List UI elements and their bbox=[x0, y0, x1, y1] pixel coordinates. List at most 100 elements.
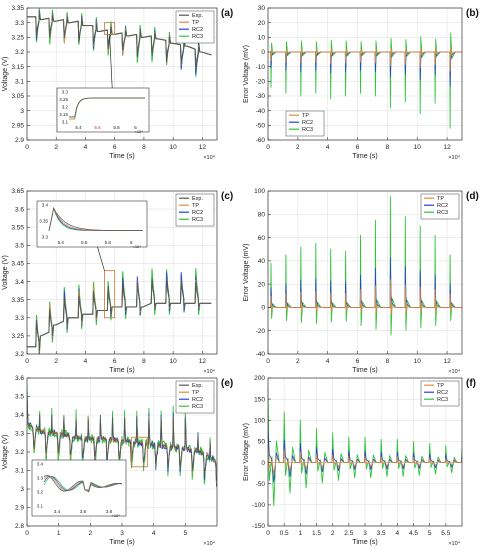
y-tick-label: 3.45 bbox=[11, 261, 24, 268]
y-tick-label: 3.4 bbox=[15, 279, 24, 286]
y-tick-label: 3.1 bbox=[15, 468, 24, 475]
series-line-tp bbox=[268, 444, 462, 474]
y-tick-label: 3.6 bbox=[15, 206, 24, 213]
x-tick-label: 5 bbox=[428, 530, 432, 537]
inset-y-tick-label: 3.25 bbox=[59, 97, 68, 102]
x-tick-label: 0 bbox=[266, 358, 270, 365]
chart-b: 0 2 4 6 8 10 12 -60 -50 -40 -30 -20 -10 0 10 20 30 Time (… bbox=[243, 5, 479, 161]
y-tick-label: -150 bbox=[252, 523, 265, 530]
x-tick-label: 0 bbox=[266, 530, 270, 537]
y-tick-label: 20 bbox=[258, 281, 266, 288]
legend-box bbox=[175, 10, 215, 44]
x-multiplier: ×10⁴ bbox=[448, 540, 460, 547]
y-tick-label: 3.15 bbox=[11, 64, 24, 71]
series-line-rc3 bbox=[268, 390, 462, 507]
y-tick-label: 0 bbox=[261, 305, 265, 312]
series-line-tp bbox=[27, 278, 212, 353]
inset-x-tick-label: 3.4 bbox=[54, 509, 61, 514]
y-tick-label: 2.95 bbox=[11, 123, 24, 130]
inset-x-multiplier: ×10⁴ bbox=[134, 129, 143, 134]
legend-label: Exp. bbox=[192, 383, 203, 389]
zoom-highlight-box bbox=[104, 270, 116, 319]
legend-label: TP bbox=[437, 196, 444, 202]
x-tick-label: 12 bbox=[443, 358, 451, 365]
inset-e: 3.4 3.6 3.8 3.1 3.2 3.3 3.4 ×10⁴ bbox=[31, 436, 148, 518]
x-tick-label: 4 bbox=[396, 530, 400, 537]
inset-y-tick-label: 3.3 bbox=[42, 235, 49, 240]
x-tick-label: 10 bbox=[414, 144, 422, 151]
x-tick-label: 3.5 bbox=[377, 530, 386, 537]
x-tick-label: 3 bbox=[120, 530, 124, 537]
x-tick-label: 10 bbox=[170, 358, 178, 365]
y-tick-label: -10 bbox=[256, 64, 266, 71]
x-tick-label: 0 bbox=[25, 530, 29, 537]
x-axis-label: Time (s) bbox=[352, 539, 377, 546]
inset-x-tick-label: 3.6 bbox=[80, 509, 87, 514]
x-tick-label: 6 bbox=[356, 144, 360, 151]
x-tick-label: 2 bbox=[331, 530, 335, 537]
y-tick-label: 3.1 bbox=[15, 79, 24, 86]
y-tick-label: -40 bbox=[256, 351, 266, 358]
legend-label: RC2 bbox=[192, 27, 203, 33]
panel-label: (e) bbox=[221, 378, 233, 389]
inset-x-tick-label: 6 bbox=[134, 125, 137, 130]
y-tick-label: 0 bbox=[261, 49, 265, 56]
x-axis-label: Time (s) bbox=[109, 367, 134, 374]
inset-x-multiplier: ×10⁴ bbox=[111, 513, 120, 518]
inset-x-tick-label: 5.8 bbox=[105, 240, 112, 245]
y-tick-label: 3.35 bbox=[11, 297, 24, 304]
y-tick-label: 100 bbox=[254, 417, 265, 424]
panel-label: (a) bbox=[221, 8, 233, 19]
y-tick-label: -40 bbox=[256, 108, 266, 115]
x-tick-label: 1 bbox=[299, 530, 303, 537]
y-tick-label: 3.3 bbox=[15, 315, 24, 322]
legend-label: RC2 bbox=[437, 203, 448, 209]
x-tick-label: 4 bbox=[326, 144, 330, 151]
series-line-rc2 bbox=[27, 272, 212, 354]
y-tick-label: 3.25 bbox=[11, 35, 24, 42]
inset-y-tick-label: 3.2 bbox=[37, 490, 44, 495]
x-tick-label: 12 bbox=[443, 144, 451, 151]
x-tick-label: 0 bbox=[25, 144, 29, 151]
x-tick-label: 1.5 bbox=[312, 530, 321, 537]
y-tick-label: 3.55 bbox=[11, 224, 24, 231]
y-tick-label: 60 bbox=[258, 235, 266, 242]
x-tick-label: 0 bbox=[266, 144, 270, 151]
legend-label: TP bbox=[302, 113, 309, 119]
inset-y-tick-label: 3.35 bbox=[39, 219, 48, 224]
y-tick-label: 3.2 bbox=[15, 49, 24, 56]
inset-a: 5.4 5.6 5.8 6 3.1 3.15 3.2 3.25 3.3 ×10⁴ bbox=[56, 22, 150, 134]
y-tick-label: 50 bbox=[258, 439, 266, 446]
x-tick-label: 0 bbox=[25, 358, 29, 365]
series-line-tp bbox=[268, 46, 462, 72]
y-tick-label: 3.5 bbox=[15, 243, 24, 250]
x-tick-label: 2 bbox=[296, 358, 300, 365]
x-tick-label: 10 bbox=[170, 144, 178, 151]
y-tick-label: 3.2 bbox=[15, 351, 24, 358]
x-tick-label: 2 bbox=[89, 530, 93, 537]
series-line-exp bbox=[27, 278, 212, 352]
inset-x-tick-label: 5.6 bbox=[81, 240, 88, 245]
x-tick-label: 10 bbox=[414, 358, 422, 365]
inset-x-tick-label: 5.4 bbox=[58, 240, 65, 245]
y-tick-label: 3.05 bbox=[11, 93, 24, 100]
y-axis-label: Voltage (V) bbox=[2, 255, 9, 290]
x-tick-label: 8 bbox=[142, 358, 146, 365]
panel-label: (d) bbox=[466, 191, 479, 202]
y-tick-label: 3 bbox=[20, 486, 24, 493]
x-tick-label: 4 bbox=[84, 144, 88, 151]
x-tick-label: 4 bbox=[152, 530, 156, 537]
y-tick-label: -50 bbox=[256, 481, 266, 488]
inset-x-tick-label: 5.6 bbox=[94, 125, 101, 130]
plot-area-d bbox=[268, 196, 462, 336]
axes-box bbox=[267, 190, 463, 355]
inset-box bbox=[31, 459, 127, 517]
legend-label: RC3 bbox=[192, 34, 203, 40]
y-tick-label: -30 bbox=[256, 93, 266, 100]
x-tick-label: 2 bbox=[296, 144, 300, 151]
y-tick-label: 3.2 bbox=[15, 449, 24, 456]
